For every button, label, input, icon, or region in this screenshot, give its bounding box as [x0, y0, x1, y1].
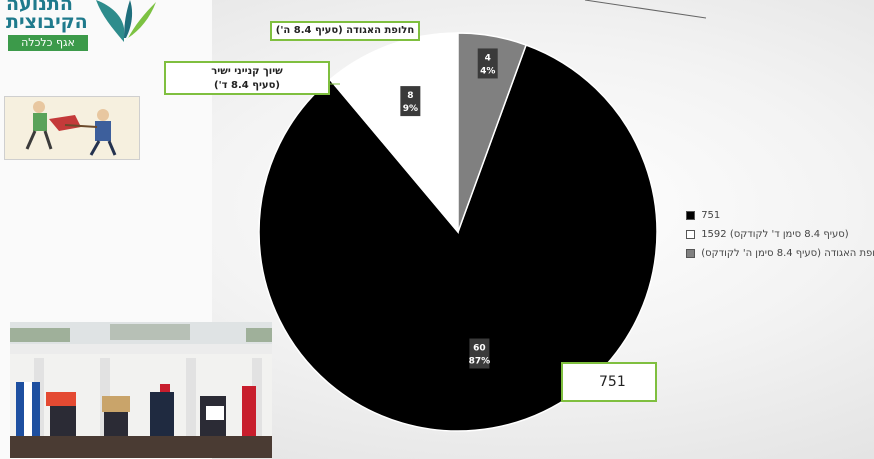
data-label-box: [469, 338, 490, 369]
data-label-box: [400, 86, 421, 117]
data-label-percent: 9%: [403, 104, 418, 114]
data-label-value: 8: [407, 91, 413, 101]
kibbutz-movement-logo: התנועה הקיבוצית אגף כלכלה: [2, 0, 156, 56]
legend-swatch-white: [686, 229, 695, 239]
pie-slice-1592: [329, 32, 459, 235]
callout-main-751: 751: [561, 362, 657, 402]
logo-line-2: הקיבוצית: [6, 11, 88, 33]
data-label-value: 4: [485, 53, 491, 63]
callout-direct-line-1: שיוך קנייני ישיר: [211, 66, 283, 77]
legend-item-agudah: חלופת האגודה (סעיף 8.4 סימן ה' לקודקס): [686, 244, 874, 263]
legend-label: 751: [701, 210, 721, 221]
data-label-box: [477, 48, 498, 79]
logo-badge: אגף כלכלה: [8, 35, 88, 51]
legend-label: 1592 (סעיף 8.4 סימן ד' לקודקס): [701, 229, 849, 240]
data-label-percent: 4%: [480, 66, 495, 76]
legend-swatch-black: [686, 210, 695, 220]
data-label-agudah: 44%: [477, 48, 498, 79]
callout-direct-ownership: שיוך קנייני ישיר (סעיף 8.4 ד'): [164, 61, 330, 95]
legend-item-1592: 1592 (סעיף 8.4 סימן ד' לקודקס): [686, 225, 874, 244]
decorative-line: [584, 0, 707, 19]
callout-direct-line-2: (סעיף 8.4 ד'): [214, 80, 280, 91]
chart-legend: 751 1592 (סעיף 8.4 סימן ד' לקודקס) חלופת…: [686, 206, 874, 263]
data-label-value: 60: [473, 344, 486, 354]
data-label-percent: 87%: [469, 357, 491, 367]
ceremony-photo: [10, 322, 272, 458]
legend-swatch-gray: [686, 248, 695, 258]
legend-label: חלופת האגודה (סעיף 8.4 סימן ה' לקודקס): [701, 248, 874, 259]
tug-of-war-illustration: [4, 96, 140, 160]
pie-slice-751: [258, 44, 658, 432]
pie-slice-agudah: [457, 32, 528, 233]
callout-agudah-alternative: חלופת האגודה (סעיף 8.4 ה'): [270, 21, 420, 41]
logo-line-1: התנועה: [6, 0, 73, 15]
leaf-logo-icon: [96, 0, 156, 42]
data-label-1592: 89%: [400, 86, 421, 117]
legend-item-751: 751: [686, 206, 874, 225]
